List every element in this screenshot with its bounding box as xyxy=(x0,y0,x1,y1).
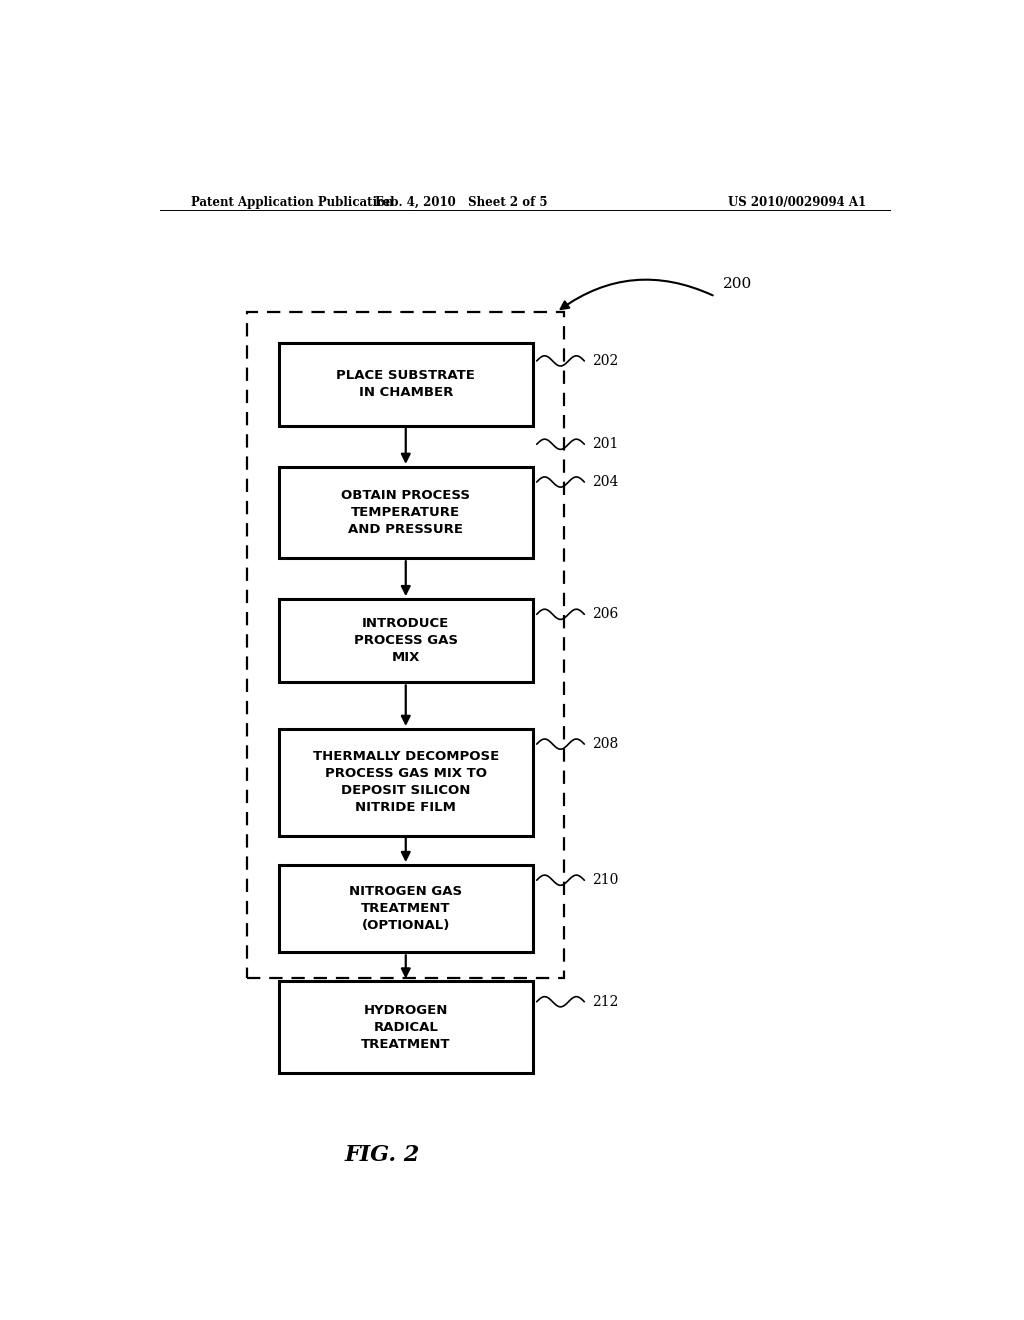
Text: 210: 210 xyxy=(592,874,618,887)
Text: 204: 204 xyxy=(592,475,618,488)
Bar xyxy=(279,343,532,426)
Bar xyxy=(279,729,532,836)
Text: NITROGEN GAS
TREATMENT
(OPTIONAL): NITROGEN GAS TREATMENT (OPTIONAL) xyxy=(349,886,462,932)
Text: PLACE SUBSTRATE
IN CHAMBER: PLACE SUBSTRATE IN CHAMBER xyxy=(336,370,475,399)
Text: 212: 212 xyxy=(592,995,618,1008)
Text: 202: 202 xyxy=(592,354,618,368)
Bar xyxy=(279,599,532,682)
Text: Feb. 4, 2010   Sheet 2 of 5: Feb. 4, 2010 Sheet 2 of 5 xyxy=(375,195,548,209)
Text: OBTAIN PROCESS
TEMPERATURE
AND PRESSURE: OBTAIN PROCESS TEMPERATURE AND PRESSURE xyxy=(341,488,470,536)
Bar xyxy=(247,312,564,978)
Text: Patent Application Publication: Patent Application Publication xyxy=(191,195,394,209)
Text: 208: 208 xyxy=(592,737,618,751)
Text: 201: 201 xyxy=(592,437,618,451)
Text: 200: 200 xyxy=(723,277,753,292)
Bar xyxy=(279,865,532,952)
Text: HYDROGEN
RADICAL
TREATMENT: HYDROGEN RADICAL TREATMENT xyxy=(361,1003,451,1051)
Text: FIG. 2: FIG. 2 xyxy=(344,1144,420,1167)
Text: 206: 206 xyxy=(592,607,618,622)
Text: INTRODUCE
PROCESS GAS
MIX: INTRODUCE PROCESS GAS MIX xyxy=(353,618,458,664)
Text: US 2010/0029094 A1: US 2010/0029094 A1 xyxy=(728,195,866,209)
Bar xyxy=(279,467,532,558)
Text: THERMALLY DECOMPOSE
PROCESS GAS MIX TO
DEPOSIT SILICON
NITRIDE FILM: THERMALLY DECOMPOSE PROCESS GAS MIX TO D… xyxy=(312,750,499,814)
Bar xyxy=(279,981,532,1073)
